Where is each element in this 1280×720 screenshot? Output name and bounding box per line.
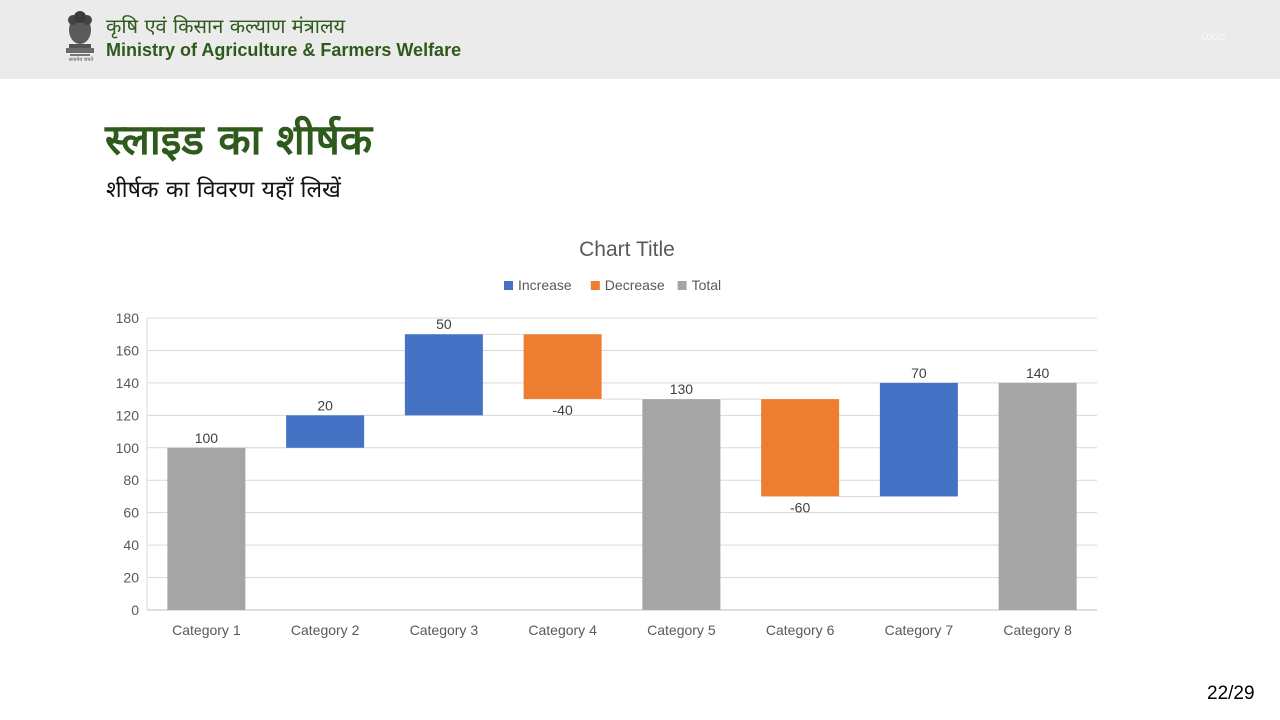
x-tick-label: Category 3 [410,622,479,638]
x-tick-label: Category 8 [1003,622,1072,638]
x-tick-label: Category 2 [291,622,360,638]
x-tick-label: Category 1 [172,622,241,638]
y-tick-label: 160 [116,342,140,358]
bar-1 [167,447,246,610]
y-tick-label: 40 [123,537,139,553]
emblem-caption: सत्यमेव जयते [68,57,94,63]
legend-swatch-increase [504,281,513,290]
legend-label-decrease: Decrease [605,277,665,293]
header-bar: सत्यमेव जयते कृषि एवं किसान कल्याण मंत्र… [0,0,1280,79]
bar-3 [404,334,483,416]
data-label-1: 100 [195,430,219,446]
x-tick-label: Category 6 [766,622,835,638]
national-emblem-icon [66,11,94,56]
chart-svg: Chart Title Increase Decrease Total 0 20 40 60 8… [116,238,1097,638]
y-tick-label: 0 [131,602,139,618]
slide-title: स्लाइड का शीर्षक [105,115,373,164]
x-tick-label: Category 5 [647,622,716,638]
bar-5 [642,399,721,610]
data-label-2: 20 [317,397,333,413]
data-label-5: 130 [670,381,694,397]
bar-7 [879,382,958,497]
data-label-3: 50 [436,316,452,332]
y-tick-label: 60 [123,505,139,521]
legend-swatch-decrease [590,281,600,290]
data-label-8: 140 [1026,365,1050,381]
bar-6 [761,399,840,497]
legend-swatch-total [677,281,687,290]
y-tick-label: 120 [116,407,140,423]
page-number: 22/29 [1207,683,1255,704]
x-tick-label: Category 7 [885,622,954,638]
ministry-name-english: Ministry of Agriculture & Farmers Welfar… [106,40,462,60]
bar-4 [523,334,602,400]
bar-8 [998,382,1077,610]
legend-label-increase: Increase [518,277,572,293]
y-tick-label: 80 [123,472,139,488]
y-tick-label: 140 [116,375,140,391]
bar-2 [286,415,365,448]
y-tick-label: 20 [123,570,139,586]
chart-title: Chart Title [579,238,675,261]
y-tick-label: 180 [116,310,140,326]
data-label-4: -40 [553,402,573,418]
data-label-7: 70 [911,365,927,381]
y-tick-label: 100 [116,440,140,456]
logo-placeholder: LOGO [1202,33,1226,42]
x-tick-label: Category 4 [528,622,597,638]
legend-label-total: Total [692,277,722,293]
data-label-6: -60 [790,499,810,515]
slide-subtitle: शीर्षक का विवरण यहाँ लिखें [106,177,341,203]
ministry-name-hindi: कृषि एवं किसान कल्याण मंत्रालय [106,14,346,38]
waterfall-chart: Chart Title Increase Decrease Total 0 20 40 60 8… [100,228,1110,648]
